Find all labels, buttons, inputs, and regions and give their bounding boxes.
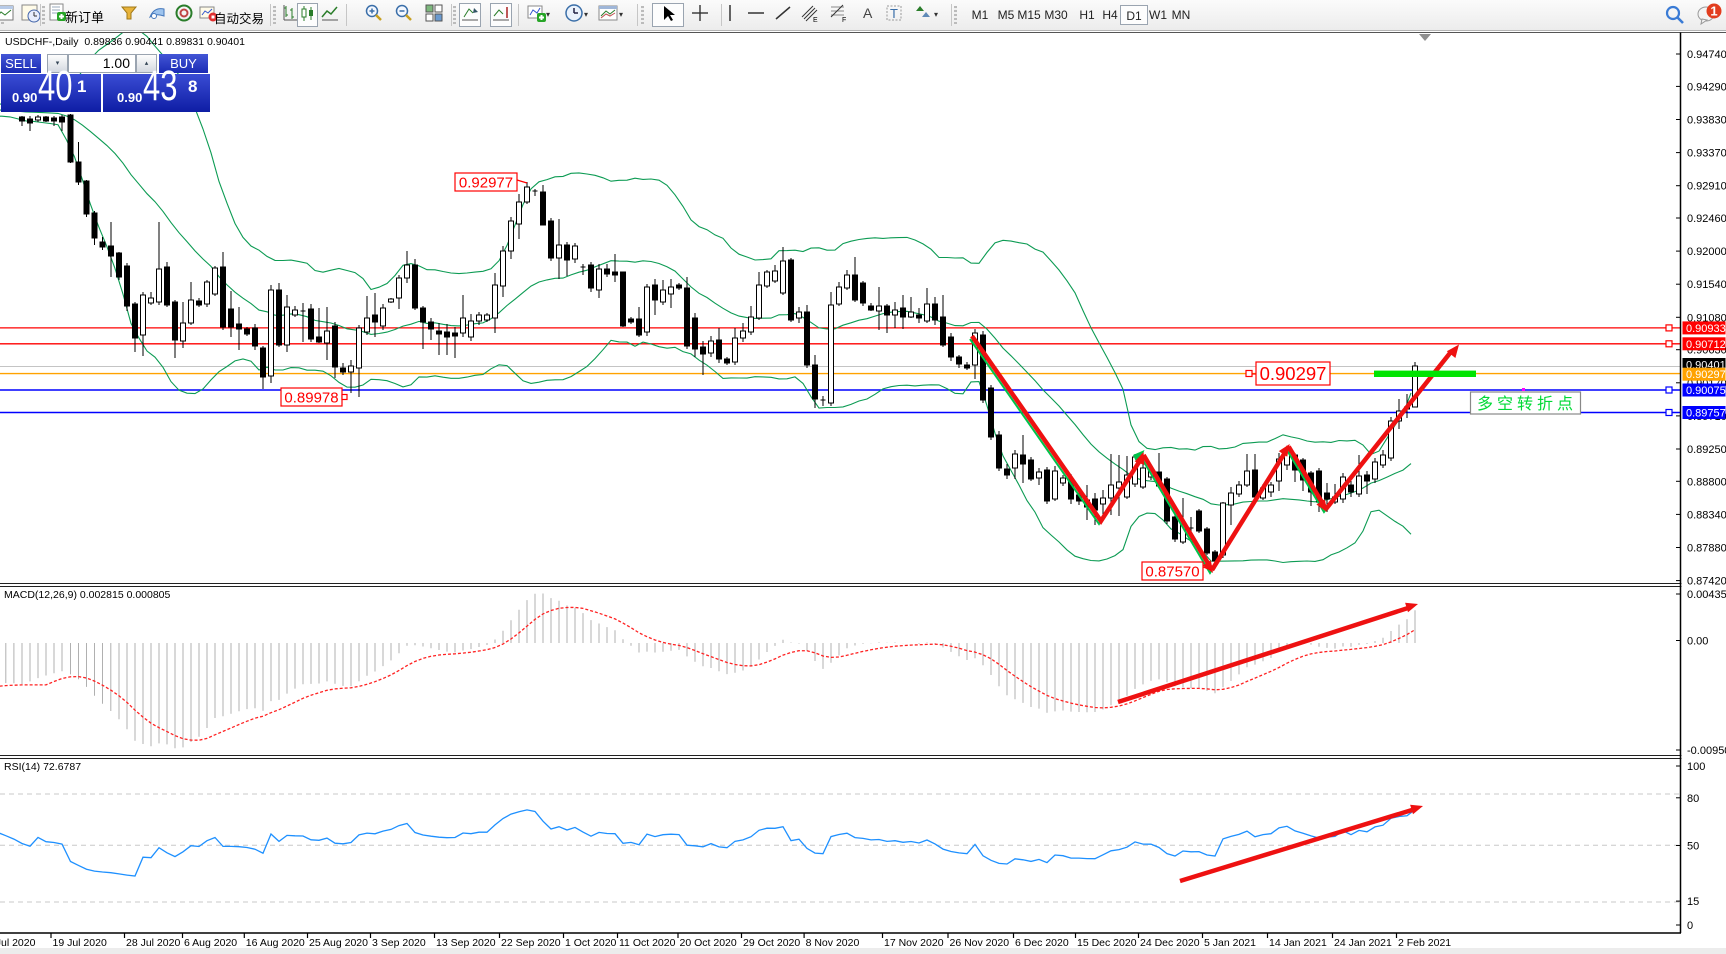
svg-text:0.92000: 0.92000 [1687, 246, 1726, 258]
svg-text:0.93830: 0.93830 [1687, 115, 1726, 127]
svg-text:50: 50 [1687, 841, 1699, 853]
svg-text:5 Jan 2021: 5 Jan 2021 [1204, 937, 1256, 949]
svg-text:6 Aug 2020: 6 Aug 2020 [184, 937, 237, 949]
svg-text:22 Sep 2020: 22 Sep 2020 [501, 937, 561, 949]
svg-text:80: 80 [1687, 793, 1699, 805]
svg-text:F: F [842, 17, 846, 23]
svg-text:17 Nov 2020: 17 Nov 2020 [884, 937, 944, 949]
svg-text:6 Dec 2020: 6 Dec 2020 [1015, 937, 1069, 949]
svg-text:0: 0 [1687, 920, 1693, 932]
svg-text:0.87570: 0.87570 [1145, 563, 1199, 580]
svg-text:15 Dec 2020: 15 Dec 2020 [1077, 937, 1137, 949]
svg-text:3 Sep 2020: 3 Sep 2020 [372, 937, 426, 949]
svg-text:-0.009504: -0.009504 [1687, 745, 1726, 757]
svg-text:19 Jul 2020: 19 Jul 2020 [53, 937, 107, 949]
svg-text:0.00: 0.00 [1687, 636, 1708, 648]
svg-text:0.88340: 0.88340 [1687, 509, 1726, 521]
svg-text:0.89978: 0.89978 [284, 389, 338, 406]
svg-text:8 Nov 2020: 8 Nov 2020 [806, 937, 860, 949]
svg-text:多空转折点: 多空转折点 [1477, 395, 1577, 413]
svg-text:0.89250: 0.89250 [1687, 444, 1726, 456]
svg-text:0.88800: 0.88800 [1687, 476, 1726, 488]
svg-text:0.87420: 0.87420 [1687, 576, 1726, 588]
svg-text:24 Dec 2020: 24 Dec 2020 [1140, 937, 1200, 949]
svg-text:A: A [863, 5, 873, 21]
svg-text:20 Oct 2020: 20 Oct 2020 [680, 937, 737, 949]
svg-text:13 Sep 2020: 13 Sep 2020 [436, 937, 496, 949]
svg-text:USDCHF-,Daily 0.89836 0.90441: USDCHF-,Daily 0.89836 0.90441 0.89831 0.… [5, 36, 245, 48]
svg-text:0.91080: 0.91080 [1687, 312, 1726, 324]
svg-text:100: 100 [1687, 761, 1705, 773]
svg-text:25 Aug 2020: 25 Aug 2020 [309, 937, 368, 949]
svg-text:0.92977: 0.92977 [459, 174, 513, 191]
svg-text:0.94290: 0.94290 [1687, 81, 1726, 93]
svg-text:1 Oct 2020: 1 Oct 2020 [565, 937, 617, 949]
svg-text:0.90712: 0.90712 [1686, 339, 1726, 351]
svg-text:26 Nov 2020: 26 Nov 2020 [950, 937, 1010, 949]
svg-text:MACD(12,26,9) 0.002815 0.00080: MACD(12,26,9) 0.002815 0.000805 [4, 589, 171, 601]
svg-text:24 Jan 2021: 24 Jan 2021 [1334, 937, 1392, 949]
svg-text:0.92460: 0.92460 [1687, 213, 1726, 225]
svg-text:E: E [813, 17, 818, 23]
svg-text:RSI(14) 72.6787: RSI(14) 72.6787 [4, 761, 81, 773]
svg-text:9 Jul 2020: 9 Jul 2020 [0, 937, 36, 949]
svg-text:15: 15 [1687, 896, 1699, 908]
svg-text:0.87880: 0.87880 [1687, 543, 1726, 555]
svg-text:0.004351: 0.004351 [1687, 589, 1726, 601]
svg-text:16 Aug 2020: 16 Aug 2020 [246, 937, 305, 949]
svg-text:0.91540: 0.91540 [1687, 279, 1726, 291]
svg-text:0.93370: 0.93370 [1687, 148, 1726, 160]
svg-text:0.94740: 0.94740 [1687, 49, 1726, 61]
svg-text:0.90297: 0.90297 [1686, 369, 1726, 381]
svg-text:29 Oct 2020: 29 Oct 2020 [743, 937, 800, 949]
svg-text:0.90075: 0.90075 [1686, 385, 1726, 397]
svg-text:0.89757: 0.89757 [1686, 408, 1726, 420]
svg-text:0.90297: 0.90297 [1260, 363, 1327, 384]
svg-text:14 Jan 2021: 14 Jan 2021 [1269, 937, 1327, 949]
svg-text:11 Oct 2020: 11 Oct 2020 [619, 937, 676, 949]
svg-text:28 Jul 2020: 28 Jul 2020 [126, 937, 180, 949]
svg-text:0.90933: 0.90933 [1686, 323, 1726, 335]
svg-text:1: 1 [1710, 4, 1717, 19]
svg-text:2 Feb 2021: 2 Feb 2021 [1398, 937, 1451, 949]
svg-text:T: T [890, 6, 898, 21]
svg-text:0.92910: 0.92910 [1687, 181, 1726, 193]
